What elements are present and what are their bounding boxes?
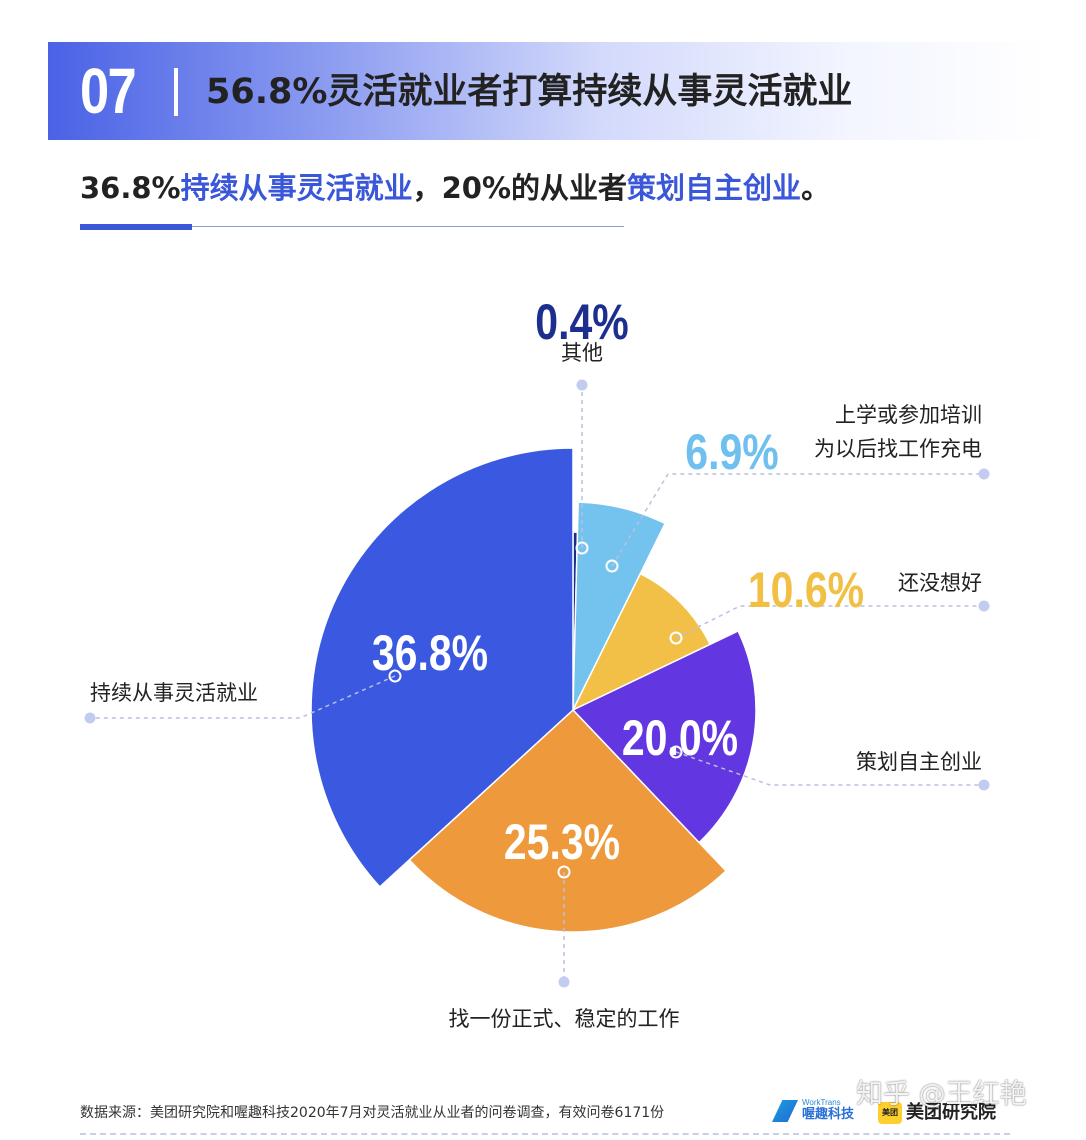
slice-label-5: 持续从事灵活就业 xyxy=(90,681,258,705)
leader-anchor-1 xyxy=(605,559,619,573)
leader-line-2 xyxy=(675,605,984,639)
subtitle-part-3: 。 xyxy=(801,171,831,205)
value-label-5: 36.8% xyxy=(372,625,488,681)
subtitle-rule-accent xyxy=(80,224,192,230)
page-title: 56.8%灵活就业者打算持续从事灵活就业 xyxy=(206,72,853,112)
meituan-logo-cn: 美团研究院 xyxy=(906,1102,996,1123)
leader-anchor-4 xyxy=(557,865,571,879)
worktrans-logo-en: WorkTrans xyxy=(802,1098,841,1107)
leader-line-3 xyxy=(675,751,984,786)
leader-anchor-5 xyxy=(388,669,402,683)
leader-line-5 xyxy=(90,675,396,719)
subtitle: 36.8%持续从事灵活就业，20%的从业者策划自主创业。 xyxy=(80,166,830,210)
leader-dot-5 xyxy=(84,712,96,724)
slice-label-3: 策划自主创业 xyxy=(856,750,982,774)
worktrans-logo-mark xyxy=(772,1100,798,1122)
watermark: 知乎 @王红艳 xyxy=(856,1079,1027,1110)
header-divider xyxy=(174,68,178,116)
subtitle-rule xyxy=(80,226,624,227)
pie-slice-5 xyxy=(310,447,574,888)
leader-anchor-0 xyxy=(575,541,589,555)
slice-label-4: 找一份正式、稳定的工作 xyxy=(449,1007,680,1031)
slice-label-1-line-0: 上学或参加培训 xyxy=(835,403,982,427)
meituan-logo-mark: 美团 xyxy=(878,1102,902,1124)
value-label-2: 10.6% xyxy=(748,562,864,618)
pie-slice-2 xyxy=(571,572,712,712)
leader-dot-4 xyxy=(558,976,570,988)
footer-divider xyxy=(80,1133,1010,1135)
subtitle-part-1: 36.8% xyxy=(80,171,181,205)
leader-dot-2 xyxy=(978,600,990,612)
leader-dot-1 xyxy=(978,468,990,480)
header-banner xyxy=(48,42,1048,140)
value-label-4: 25.3% xyxy=(504,814,620,870)
data-source-note: 数据来源：美团研究院和喔趣科技2020年7月对灵活就业从业者的问卷调查，有效问卷… xyxy=(80,1105,665,1121)
worktrans-logo-cn: 喔趣科技 xyxy=(802,1107,855,1122)
slice-label-1-line-1: 为以后找工作充电 xyxy=(814,437,982,461)
pie-slice-1 xyxy=(572,501,667,711)
leader-line-1 xyxy=(611,473,984,567)
leader-anchor-2 xyxy=(669,631,683,645)
pie-chart: 0.4% 6.9% 10.6% 20.0%25.3% 36.8% 其他上学或参加培训为以后… xyxy=(84,294,990,1031)
value-label-3: 20.0% xyxy=(622,710,738,766)
leader-anchor-3 xyxy=(669,745,683,759)
slice-label-2: 还没想好 xyxy=(898,571,982,595)
meituan-logo: 美团 美团研究院 xyxy=(878,1096,1013,1128)
subtitle-highlight-1: 持续从事灵活就业 xyxy=(180,171,413,205)
leader-dot-0 xyxy=(576,379,588,391)
pie-slice-3 xyxy=(571,629,757,844)
value-label-0: 0.4% xyxy=(535,294,628,350)
worktrans-logo: WorkTrans 喔趣科技 xyxy=(772,1096,862,1128)
slice-label-0: 其他 xyxy=(561,341,603,365)
section-number: 07 xyxy=(80,55,137,127)
value-label-1: 6.9% xyxy=(685,424,778,480)
subtitle-part-2: ，20%的从业者 xyxy=(412,171,628,205)
subtitle-highlight-2: 策划自主创业 xyxy=(627,171,802,205)
leader-dot-3 xyxy=(978,779,990,791)
pie-slice-4 xyxy=(408,708,728,933)
